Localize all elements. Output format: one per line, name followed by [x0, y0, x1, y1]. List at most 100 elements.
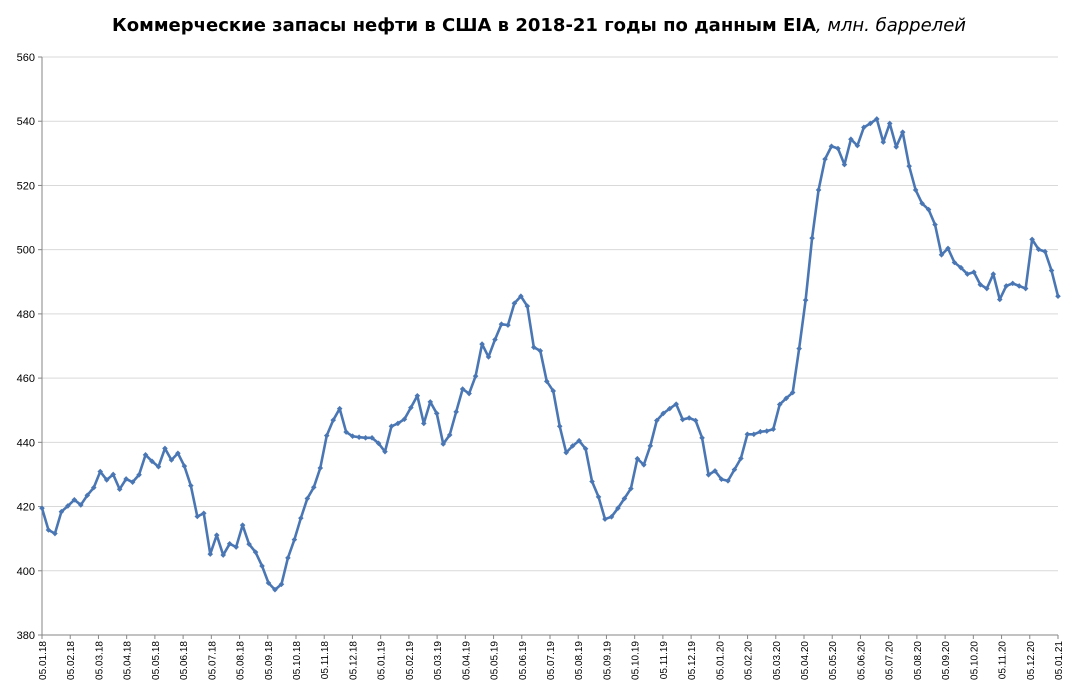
x-tick-label: 05.08.20 [913, 641, 924, 680]
x-tick-label: 05.06.19 [518, 641, 529, 680]
data-point [899, 129, 906, 135]
data-point [298, 515, 304, 521]
data-point [485, 354, 492, 360]
x-tick-label: 05.04.18 [123, 641, 134, 680]
data-point [854, 142, 861, 149]
data-point [705, 471, 712, 478]
data-point [45, 527, 52, 533]
data-point [362, 435, 369, 441]
data-point [776, 401, 783, 408]
data-point [925, 206, 932, 213]
data-point [602, 516, 608, 522]
data-point [757, 428, 764, 435]
data-point [492, 336, 498, 343]
data-point [479, 341, 485, 347]
data-point [815, 187, 822, 193]
x-tick-label: 05.04.19 [461, 641, 472, 680]
x-tick-label: 05.11.18 [320, 641, 331, 680]
data-point [78, 502, 84, 508]
data-point [964, 271, 971, 277]
x-tick-label: 05.07.18 [207, 641, 218, 680]
data-point [712, 468, 718, 474]
data-point [738, 455, 744, 462]
data-point [472, 373, 479, 379]
y-tick-label: 500 [17, 245, 35, 257]
data-point [867, 120, 874, 127]
data-point [207, 551, 214, 557]
data-point [375, 440, 382, 447]
x-tick-label: 05.01.21 [1054, 641, 1065, 680]
x-tick-label: 05.01.20 [715, 641, 726, 680]
data-point [220, 552, 226, 558]
data-point [175, 450, 181, 457]
data-point [408, 404, 414, 411]
data-point [628, 485, 634, 492]
data-point [666, 405, 673, 412]
x-tick-label: 05.09.20 [941, 641, 952, 680]
data-point [239, 522, 246, 528]
data-point [129, 479, 136, 485]
x-tick-label: 05.07.19 [546, 641, 557, 680]
x-tick-label: 05.11.19 [659, 641, 670, 680]
y-tick-label: 520 [17, 180, 35, 192]
data-point [330, 417, 337, 423]
data-point [634, 455, 641, 462]
data-point [518, 293, 524, 300]
x-tick-label: 05.09.19 [602, 641, 613, 680]
x-tick-label: 05.08.18 [236, 641, 247, 680]
series-line [40, 117, 1060, 592]
data-point [440, 441, 447, 447]
data-point [615, 505, 621, 511]
data-point [252, 549, 259, 555]
data-point [977, 281, 984, 288]
y-tick-label: 440 [17, 437, 35, 449]
data-point [938, 252, 945, 258]
data-point [310, 484, 317, 491]
data-point [543, 378, 550, 385]
data-point [58, 508, 65, 515]
data-point [589, 478, 595, 485]
data-point [848, 136, 854, 143]
data-point [699, 435, 705, 441]
data-point [149, 458, 155, 465]
data-point [725, 478, 731, 484]
y-tick-label: 380 [17, 630, 35, 642]
chart-title-main: Коммерческие запасы нефти в США в 2018-2… [112, 15, 816, 36]
data-point [686, 415, 692, 421]
data-point [349, 433, 356, 440]
data-point [52, 530, 58, 537]
data-point [285, 555, 291, 561]
data-point [958, 264, 964, 271]
x-tick-label: 05.10.19 [631, 641, 642, 680]
data-point [155, 463, 162, 470]
data-point [569, 443, 576, 449]
data-point [880, 139, 887, 145]
y-tick-label: 540 [17, 116, 35, 128]
data-point [401, 416, 408, 423]
data-point [1009, 280, 1016, 287]
data-point [226, 541, 233, 547]
data-point [537, 348, 544, 354]
x-tick-label: 05.09.18 [264, 641, 275, 680]
x-tick-label: 05.01.18 [38, 641, 49, 680]
data-point [466, 390, 472, 397]
data-point [789, 389, 796, 396]
data-point [84, 492, 91, 499]
data-point [336, 405, 343, 412]
data-point [110, 471, 116, 478]
chart-title: Коммерческие запасы нефти в США в 2018-2… [112, 15, 966, 36]
data-point [71, 497, 78, 503]
data-point [246, 541, 252, 547]
data-point [265, 580, 272, 586]
y-tick-label: 480 [17, 309, 35, 321]
data-point [906, 163, 912, 169]
data-point [1042, 248, 1048, 255]
data-point [608, 514, 615, 520]
data-point [893, 144, 900, 150]
data-point [200, 510, 207, 517]
data-point [718, 476, 725, 483]
data-point [595, 494, 602, 500]
data-point [304, 495, 311, 502]
data-point [323, 432, 330, 439]
